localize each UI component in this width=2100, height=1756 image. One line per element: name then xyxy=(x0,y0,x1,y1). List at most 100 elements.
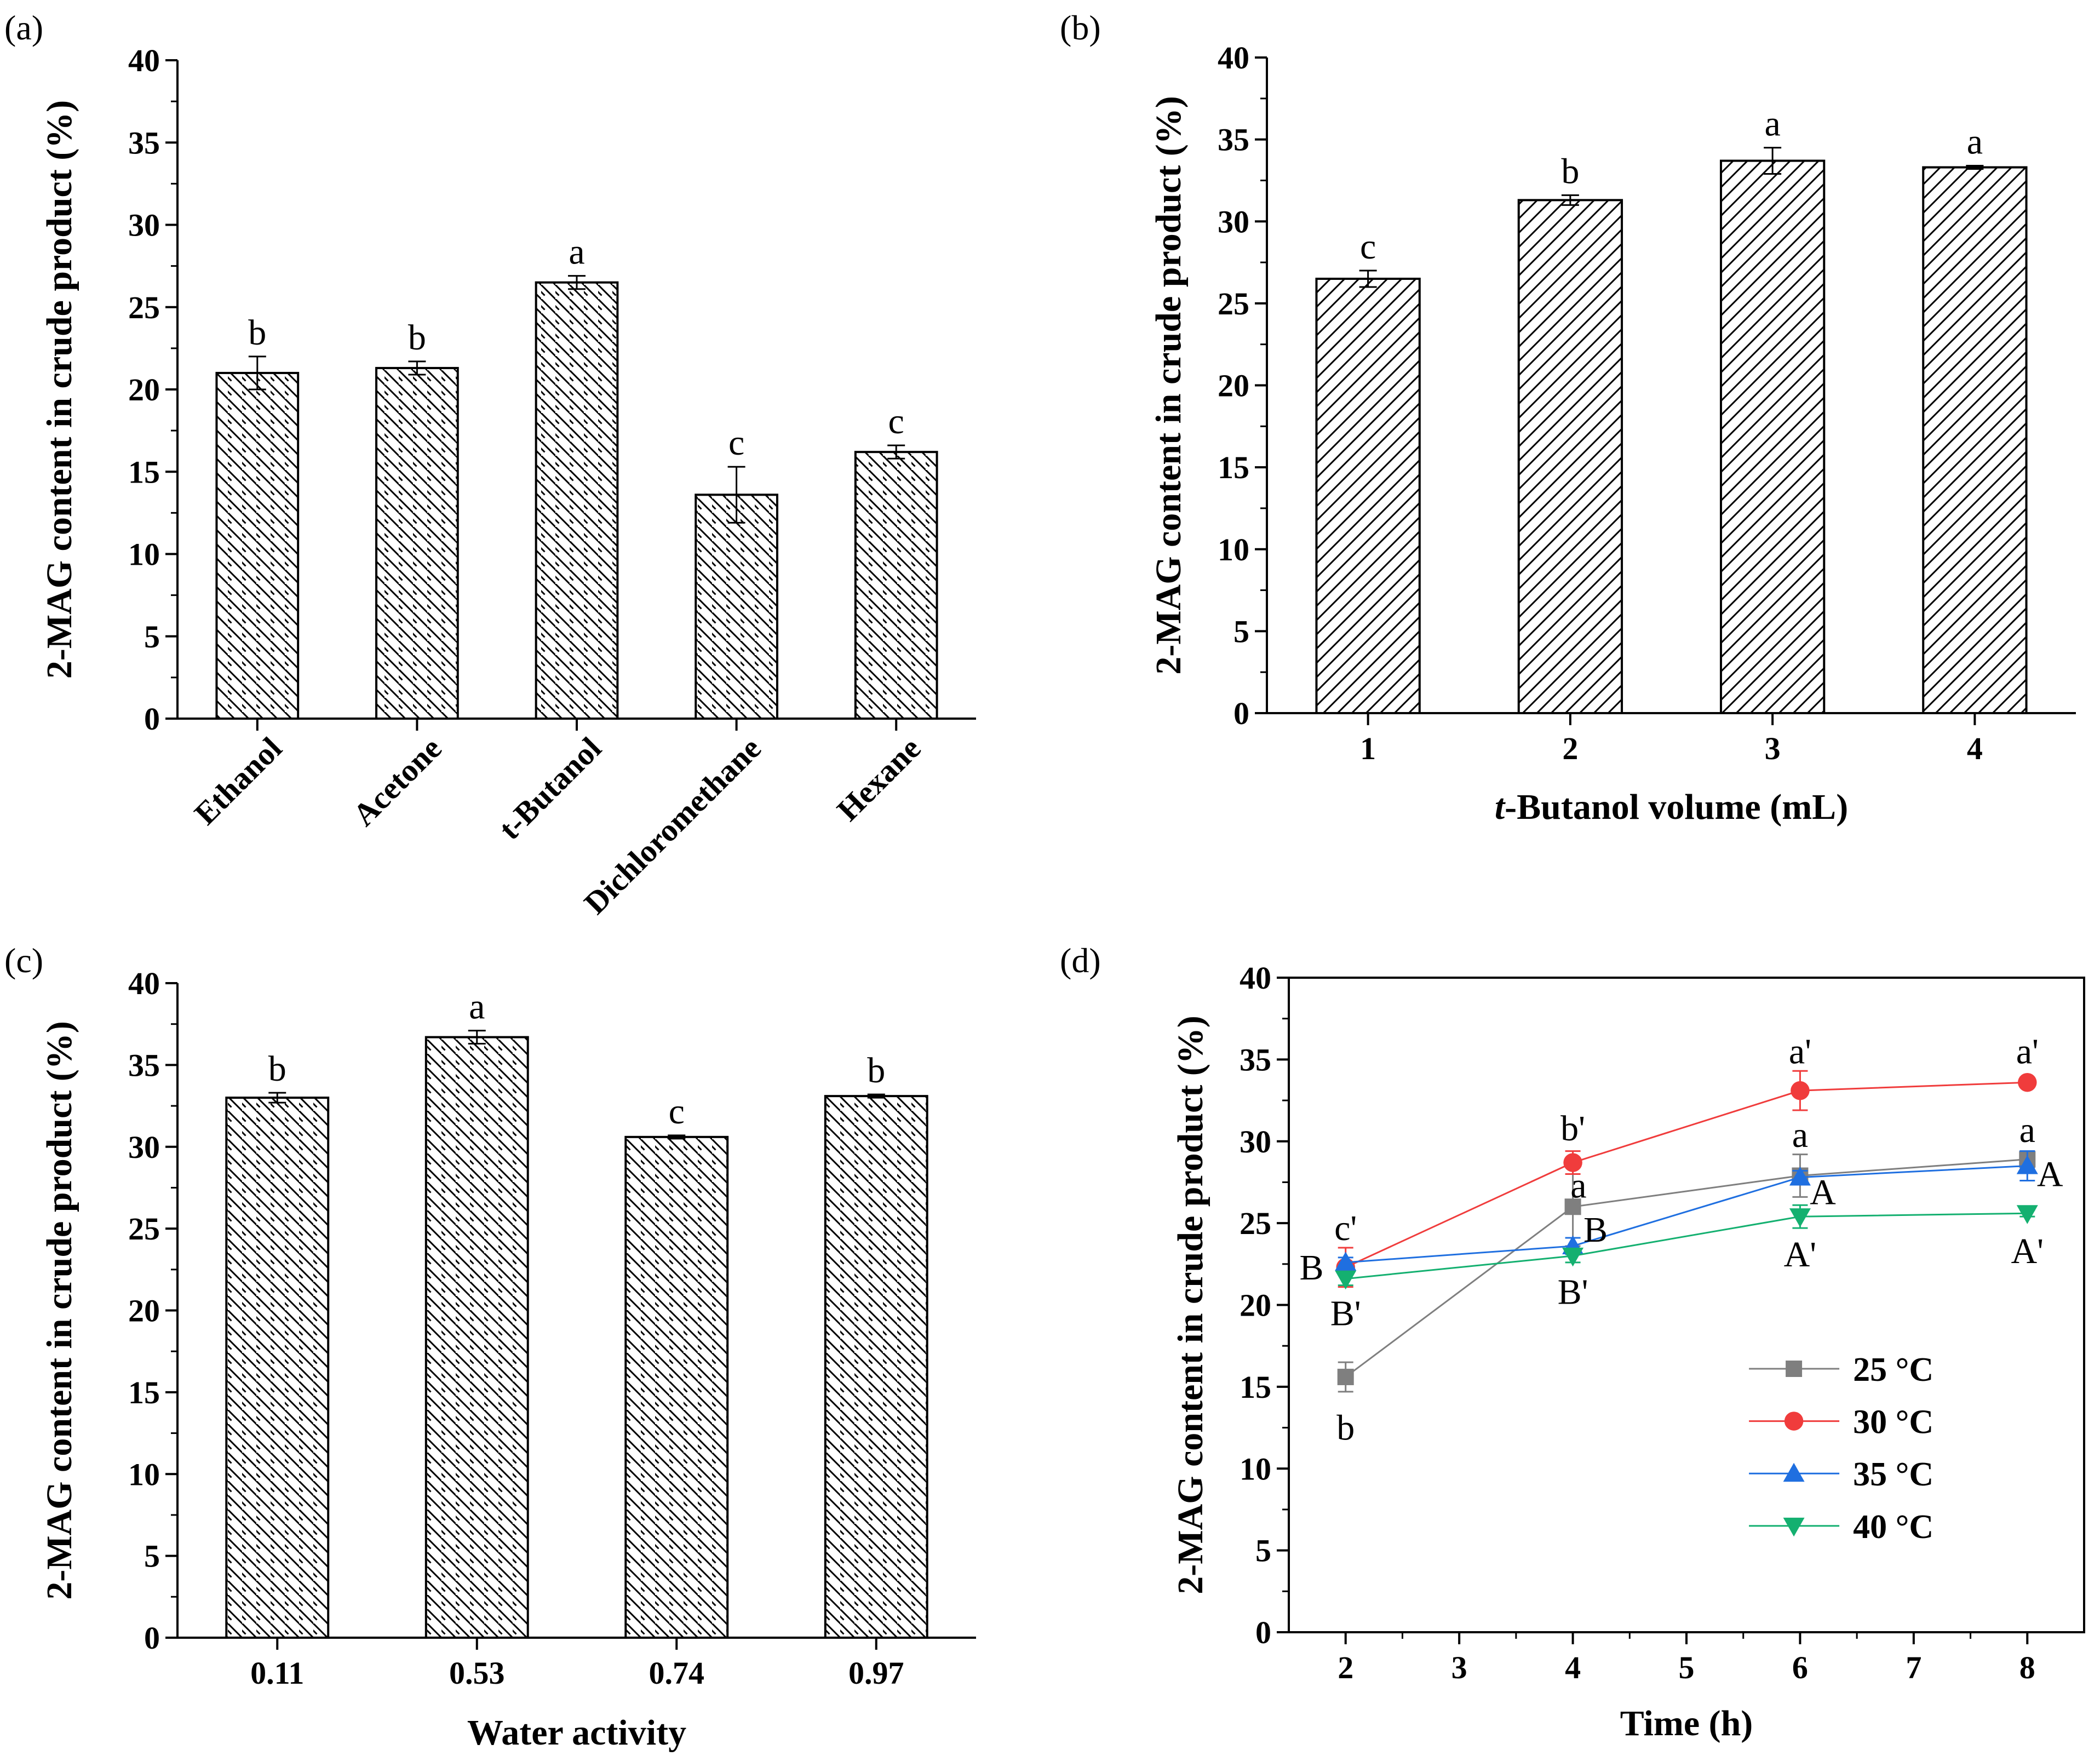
y-tick-label: 15 xyxy=(1240,1369,1271,1405)
significance-letter: a xyxy=(1764,104,1780,144)
data-point xyxy=(1789,1208,1811,1227)
significance-letter: A' xyxy=(2011,1231,2044,1271)
y-tick-label: 5 xyxy=(1255,1533,1271,1569)
y-tick-label: 35 xyxy=(1240,1042,1271,1077)
y-tick-label: 35 xyxy=(128,125,160,160)
y-axis-title: 2-MAG content in crude product (%) xyxy=(39,100,79,679)
legend-label: 35 °C xyxy=(1853,1456,1933,1493)
data-point xyxy=(1563,1153,1582,1172)
panel-label: (c) xyxy=(4,941,43,980)
y-tick-label: 5 xyxy=(1233,613,1249,649)
bar xyxy=(695,493,778,720)
bar xyxy=(824,1095,928,1639)
significance-letter: b xyxy=(268,1049,286,1089)
significance-letter: b xyxy=(1561,151,1579,191)
y-tick-label: 30 xyxy=(1218,204,1249,239)
significance-letter: B' xyxy=(1558,1272,1588,1312)
panel-c-water-activity-chart: 0 5 10 15 20 25 30 35 40 2-MAG content in crude p… xyxy=(4,941,976,1753)
y-tick-label: 40 xyxy=(128,43,160,78)
bar xyxy=(1719,159,1826,714)
significance-letter: c xyxy=(1360,227,1376,267)
x-tick-label: Dichloromethane xyxy=(577,730,768,921)
significance-letter: a xyxy=(569,232,584,272)
series-line xyxy=(1345,1165,2028,1264)
significance-letter: a' xyxy=(1789,1031,1811,1071)
y-tick-label: 25 xyxy=(1218,286,1249,322)
x-tick-label: 0.74 xyxy=(649,1655,705,1691)
x-axis-title: Time (h) xyxy=(1620,1703,1753,1743)
bar xyxy=(215,371,300,720)
y-tick-label: 10 xyxy=(1240,1451,1271,1487)
x-axis-title: Water activity xyxy=(467,1713,686,1753)
significance-letter: B' xyxy=(1330,1293,1361,1333)
significance-letter: c' xyxy=(1334,1208,1357,1248)
x-tick-label: 5 xyxy=(1679,1650,1695,1685)
data-point xyxy=(1335,1270,1357,1290)
bar xyxy=(535,281,619,720)
x-tick-label: 0.53 xyxy=(449,1655,505,1691)
x-tick-label: 2 xyxy=(1338,1650,1353,1685)
y-tick-label: 40 xyxy=(128,966,160,1001)
y-tick-label: 5 xyxy=(144,619,160,655)
y-tick-label: 15 xyxy=(128,1375,160,1410)
bar xyxy=(225,1097,330,1639)
y-tick-label: 15 xyxy=(1218,450,1249,485)
y-axis-title: 2-MAG content in crude product (%) xyxy=(1171,1015,1210,1594)
bar xyxy=(854,451,938,720)
panel-b-butanol-volume-chart: 0 5 10 15 20 25 30 35 40 2-MAG content in crude p… xyxy=(1060,8,2076,827)
significance-letter: c xyxy=(888,401,904,441)
x-tick-label: 3 xyxy=(1451,1650,1467,1685)
data-point xyxy=(1335,1252,1357,1271)
significance-letter: b xyxy=(1336,1408,1355,1448)
panel-a-solvent-chart: 0 5 10 15 20 25 30 35 40 2-MAG content in crude p… xyxy=(4,8,976,921)
legend-marker xyxy=(1784,1411,1804,1431)
y-tick-label: 0 xyxy=(1233,696,1249,731)
bar xyxy=(1922,166,2028,714)
x-tick-label: 0.11 xyxy=(250,1655,304,1691)
legend-label: 30 °C xyxy=(1853,1404,1933,1441)
y-tick-label: 30 xyxy=(128,1129,160,1165)
significance-letter: A xyxy=(1810,1172,1836,1212)
y-tick-label: 10 xyxy=(1218,532,1249,567)
y-tick-label: 25 xyxy=(1240,1206,1271,1241)
bar xyxy=(1517,199,1623,715)
data-point xyxy=(1562,1247,1584,1267)
data-point xyxy=(1789,1166,1811,1186)
y-tick-label: 40 xyxy=(1240,960,1271,996)
significance-letter: a xyxy=(1967,122,1983,162)
y-tick-label: 20 xyxy=(1218,368,1249,404)
significance-letter: A' xyxy=(1784,1235,1817,1275)
x-axis-title: t-Butanol volume (mL) xyxy=(1495,787,1848,827)
legend-label: 40 °C xyxy=(1853,1508,1933,1546)
significance-letter: B xyxy=(1583,1210,1608,1250)
significance-letter: a' xyxy=(2016,1031,2039,1071)
panel-label: (d) xyxy=(1060,941,1101,980)
x-tick-label: 2 xyxy=(1562,731,1578,766)
significance-letter: c xyxy=(669,1092,685,1132)
y-tick-label: 20 xyxy=(128,372,160,408)
x-tick-label: 6 xyxy=(1792,1650,1808,1685)
significance-letter: a xyxy=(1570,1166,1586,1206)
y-tick-label: 20 xyxy=(1240,1288,1271,1323)
significance-letter: b xyxy=(867,1051,885,1091)
bar xyxy=(1315,277,1421,714)
y-tick-label: 0 xyxy=(1255,1615,1271,1650)
y-tick-label: 10 xyxy=(128,1456,160,1492)
significance-letter: c xyxy=(728,423,744,463)
data-point xyxy=(1337,1368,1354,1385)
axes-frame xyxy=(1288,977,2085,1633)
x-tick-label: 0.97 xyxy=(848,1655,904,1691)
axes-frame xyxy=(176,60,976,720)
y-tick-label: 25 xyxy=(128,1211,160,1247)
panel-label: (b) xyxy=(1060,8,1101,47)
axes-frame xyxy=(176,983,976,1639)
significance-letter: a xyxy=(469,987,485,1027)
x-tick-label: 4 xyxy=(1967,731,1983,766)
y-tick-label: 30 xyxy=(1240,1124,1271,1160)
y-axis-title: 2-MAG content in crude product (%) xyxy=(1149,96,1189,675)
significance-letter: B xyxy=(1299,1248,1323,1288)
series-line xyxy=(1345,1081,2028,1269)
x-tick-label: 3 xyxy=(1765,731,1781,766)
